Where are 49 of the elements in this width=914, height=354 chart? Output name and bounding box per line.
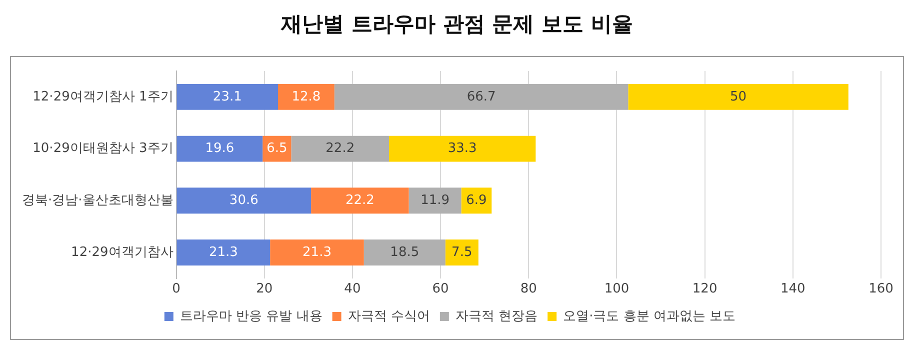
bar bbox=[291, 136, 390, 162]
bar bbox=[364, 240, 446, 266]
data-label: 33.3 bbox=[448, 141, 477, 156]
x-tick-label: 120 bbox=[692, 282, 718, 297]
data-label: 11.9 bbox=[420, 193, 450, 208]
data-label: 18.5 bbox=[390, 244, 420, 260]
bar bbox=[334, 84, 628, 110]
data-label: 22.2 bbox=[326, 141, 355, 156]
bar bbox=[408, 188, 462, 214]
legend-label: 자극적 현장음 bbox=[455, 308, 538, 324]
legend-label: 오열·극도 흥분 여과없는 보도 bbox=[563, 308, 736, 324]
data-label: 19.6 bbox=[205, 141, 234, 156]
data-label: 12.8 bbox=[292, 89, 321, 104]
bar bbox=[176, 240, 270, 266]
data-label: 66.7 bbox=[466, 89, 496, 104]
bar bbox=[176, 188, 312, 214]
x-tick-label: 40 bbox=[344, 282, 361, 297]
data-label: 22.2 bbox=[345, 193, 374, 208]
bar bbox=[270, 240, 364, 266]
x-tick-label: 100 bbox=[604, 282, 630, 297]
data-label: 21.3 bbox=[302, 244, 332, 260]
bar bbox=[176, 136, 263, 162]
y-tick-label: 10·29이태원참사 3주기 bbox=[32, 141, 174, 156]
x-tick-label: 0 bbox=[172, 282, 180, 297]
x-tick-label: 60 bbox=[432, 282, 449, 297]
x-tick-label: 20 bbox=[256, 282, 273, 297]
data-label: 23.1 bbox=[212, 89, 242, 104]
x-tick-label: 80 bbox=[520, 282, 537, 297]
bar bbox=[461, 188, 492, 214]
data-label: 21.3 bbox=[208, 244, 238, 260]
data-label: 6.9 bbox=[466, 193, 487, 208]
chart-title: 재난별 트라우마 관점 문제 보도 비율 bbox=[280, 11, 634, 38]
x-tick-label: 140 bbox=[780, 282, 806, 297]
x-tick-label: 160 bbox=[868, 282, 894, 297]
bar bbox=[389, 136, 536, 162]
y-tick-label: 12·29여객기참사 bbox=[71, 244, 174, 260]
bar bbox=[278, 84, 334, 110]
bar bbox=[311, 188, 409, 214]
data-label: 7.5 bbox=[452, 244, 472, 260]
bar bbox=[628, 84, 848, 110]
y-tick-label: 경북·경남·울산초대형산불 bbox=[22, 193, 174, 208]
data-label: 50 bbox=[730, 89, 747, 104]
bar bbox=[176, 84, 278, 110]
y-tick-label: 12·29여객기참사 1주기 bbox=[32, 89, 174, 104]
legend-label: 자극적 수식어 bbox=[348, 308, 430, 324]
data-label: 6.5 bbox=[266, 141, 288, 156]
bar bbox=[445, 240, 478, 266]
data-label: 30.6 bbox=[229, 193, 258, 208]
legend-label: 트라우마 반응 유발 내용 bbox=[180, 308, 322, 324]
